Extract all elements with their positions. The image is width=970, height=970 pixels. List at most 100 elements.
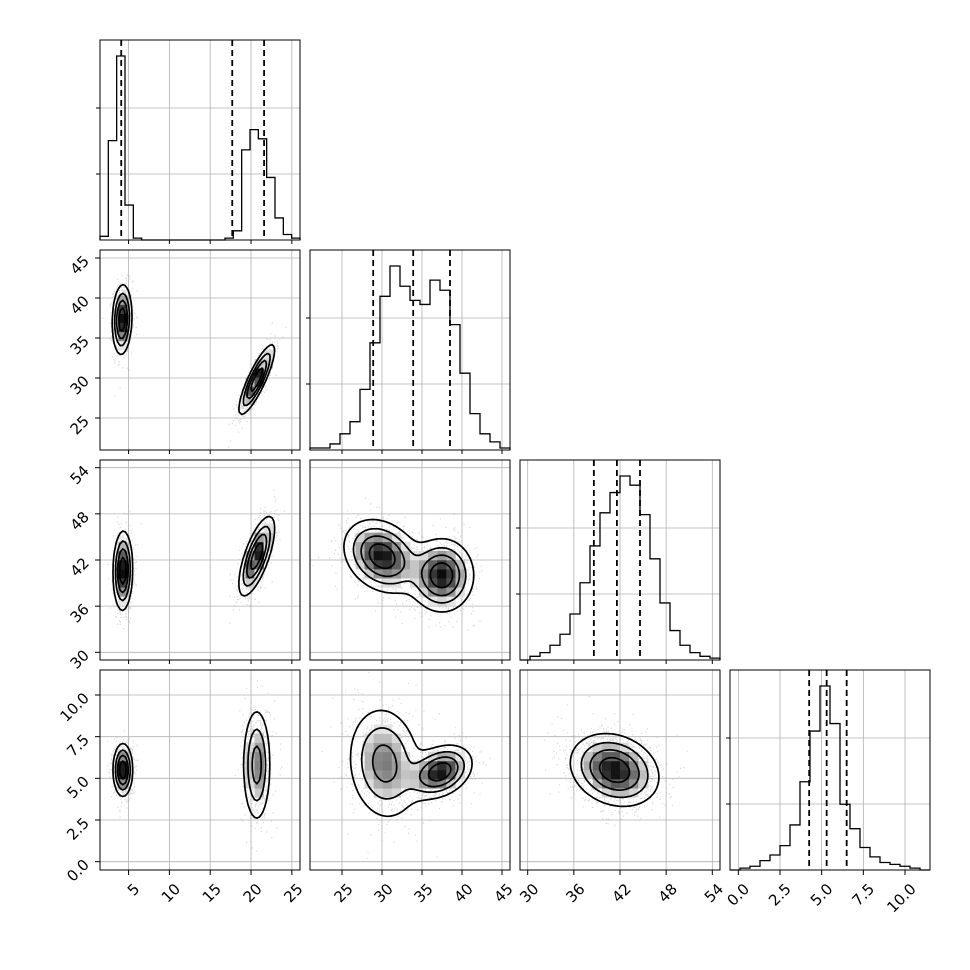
density-cell <box>428 760 438 771</box>
panel-frame <box>99 249 301 451</box>
hist-panel-0 <box>96 39 301 241</box>
density-cell <box>254 541 264 552</box>
contour-level-2 <box>371 744 459 788</box>
y-tick-label-p1-2: 35 <box>67 332 93 358</box>
density-cell <box>254 368 264 378</box>
density-cell <box>118 569 128 579</box>
x-tick-label-p1-1: 30 <box>371 880 397 906</box>
panel-content <box>100 250 300 450</box>
density-cell <box>355 541 365 552</box>
density-cell <box>592 751 603 762</box>
density-cell <box>118 550 128 561</box>
contour-level-2 <box>116 745 263 786</box>
density-cell <box>382 569 393 579</box>
panel-frame <box>309 669 511 871</box>
density-cell <box>455 770 465 780</box>
density-cell <box>263 532 274 543</box>
x-tick-label-p2-2: 42 <box>609 880 635 906</box>
density-cell <box>364 742 374 753</box>
density-cell <box>610 742 621 753</box>
density-cell <box>391 770 402 780</box>
contour-level-1 <box>352 527 467 604</box>
density-cell <box>400 550 411 561</box>
y-tick-label-p1-4: 45 <box>67 252 93 278</box>
density-cell <box>254 788 264 798</box>
contour-level-2 <box>115 299 268 400</box>
density-cell <box>601 779 612 789</box>
density-cell <box>419 569 429 579</box>
density-cell <box>364 770 374 780</box>
density-cell <box>410 578 420 588</box>
density-cell <box>601 751 612 762</box>
density-cell <box>400 779 411 789</box>
density-cell <box>382 532 393 543</box>
density-cell <box>373 751 384 762</box>
contour-level-1 <box>360 727 466 800</box>
density-cell <box>428 751 438 762</box>
y-tick-label-p2-4: 54 <box>67 462 93 488</box>
density-cell <box>638 779 648 789</box>
density-cell <box>254 733 264 744</box>
contour-level-3 <box>118 760 127 780</box>
density-cell <box>455 560 465 570</box>
density-cell <box>245 578 255 588</box>
density-cell <box>446 760 456 771</box>
density-cell <box>629 788 639 798</box>
density-cell <box>419 587 429 597</box>
panel-content <box>310 460 510 660</box>
contour-level-0 <box>343 518 475 613</box>
density-cell <box>455 760 465 771</box>
contour-level-0 <box>112 515 276 612</box>
contour-level-0 <box>112 711 271 819</box>
density-cell <box>428 560 438 570</box>
density-cell <box>382 550 393 561</box>
density-cell <box>254 742 264 753</box>
density-cell <box>610 770 621 780</box>
x-tick-label-p0-1: 10 <box>158 880 184 906</box>
density-cell <box>592 770 603 780</box>
density-cell <box>263 359 274 369</box>
histogram-3 <box>730 685 930 871</box>
histogram-0 <box>99 55 301 241</box>
density-cell <box>610 788 621 798</box>
panel-3-1 <box>309 669 511 871</box>
density-cell <box>620 788 630 798</box>
density-cell <box>638 770 648 780</box>
density-cell <box>419 550 429 561</box>
density-cell <box>437 779 447 789</box>
density-cell <box>446 569 456 579</box>
panel-content <box>100 460 300 660</box>
contour-level-3 <box>118 307 264 393</box>
panel-content <box>520 670 720 870</box>
density-cell <box>446 779 456 789</box>
x-tick-label-p2-4: 54 <box>701 880 727 906</box>
density-cell <box>391 560 402 570</box>
density-cell <box>245 770 255 780</box>
x-tick-label-p3-3: 7.5 <box>848 880 878 910</box>
density-cell <box>437 770 447 780</box>
contour-level-1 <box>114 728 267 802</box>
density-cell <box>400 569 411 579</box>
density-cell <box>437 560 447 570</box>
density-cell <box>364 541 374 552</box>
x-tick-label-p3-2: 5.0 <box>807 880 837 910</box>
density-cell <box>601 760 612 771</box>
density-cell <box>382 742 393 753</box>
x-tick-label-p1-0: 25 <box>331 880 357 906</box>
density-cell <box>446 770 456 780</box>
histogram-1 <box>309 265 511 450</box>
density-cell <box>610 751 621 762</box>
contour-level-2 <box>360 535 461 597</box>
density-cell <box>638 760 648 771</box>
density-cell <box>391 550 402 561</box>
hist-frame-3 <box>729 669 931 871</box>
density-cell <box>620 779 630 789</box>
hist-panel-1 <box>306 249 511 451</box>
x-tick-label-p2-0: 30 <box>516 880 542 906</box>
density-cell <box>373 760 384 771</box>
density-cell <box>391 788 402 798</box>
y-tick-label-p2-0: 30 <box>67 646 93 672</box>
density-cell <box>391 751 402 762</box>
density-cell <box>364 779 374 789</box>
panel-3-0 <box>99 669 301 871</box>
